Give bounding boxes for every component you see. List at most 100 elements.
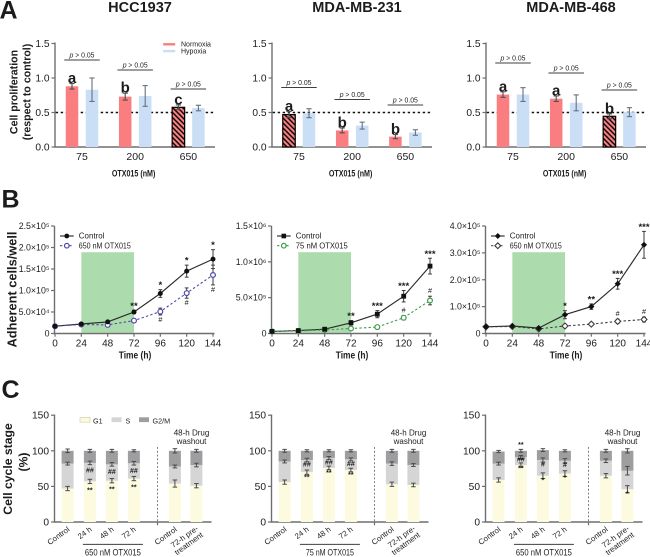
svg-text:c: c <box>174 91 182 108</box>
svg-text:100: 100 <box>463 446 480 457</box>
svg-text:48: 48 <box>533 339 545 350</box>
svg-text:144: 144 <box>422 339 439 350</box>
svg-text:1.5×10⁶: 1.5×10⁶ <box>236 221 267 231</box>
svg-text:1.0×10⁵: 1.0×10⁵ <box>450 302 481 312</box>
svg-text:0.5: 0.5 <box>466 108 480 119</box>
svg-text:***: *** <box>638 222 649 233</box>
svg-text:**: ** <box>518 442 524 449</box>
svg-text:#: # <box>642 307 646 316</box>
svg-text:4.0×10⁵: 4.0×10⁵ <box>450 221 481 231</box>
svg-text:p > 0.05: p > 0.05 <box>339 90 365 99</box>
svg-text:***: *** <box>372 301 383 312</box>
svg-text:a: a <box>552 82 561 99</box>
svg-text:120: 120 <box>178 339 195 350</box>
svg-text:75 nM OTX015: 75 nM OTX015 <box>296 240 348 250</box>
svg-text:72: 72 <box>345 339 357 350</box>
svg-text:##: ## <box>130 468 138 475</box>
svg-text:1.5×10⁵: 1.5×10⁵ <box>19 264 50 274</box>
svg-text:48-h Drug: 48-h Drug <box>174 428 210 437</box>
svg-text:Control: Control <box>510 231 536 241</box>
svg-text:MDA-MB-468: MDA-MB-468 <box>526 0 615 16</box>
svg-text:75 nM OTX015: 75 nM OTX015 <box>306 548 354 557</box>
svg-text:**: ** <box>131 485 137 492</box>
svg-text:G2/M: G2/M <box>153 416 171 425</box>
svg-text:75: 75 <box>507 151 519 163</box>
svg-text:1.0×10⁶: 1.0×10⁶ <box>236 257 267 267</box>
svg-text:48: 48 <box>102 339 114 350</box>
svg-text:48-h Drug: 48-h Drug <box>605 428 641 437</box>
svg-text:650: 650 <box>180 151 198 163</box>
svg-text:***: *** <box>398 281 409 292</box>
svg-text:p > 0.05: p > 0.05 <box>286 78 312 87</box>
svg-text:B: B <box>2 186 20 214</box>
svg-text:*: * <box>158 280 162 291</box>
svg-text:1.0: 1.0 <box>252 74 266 85</box>
svg-text:24: 24 <box>507 339 519 350</box>
svg-text:144: 144 <box>205 339 222 350</box>
svg-text:OTX015 (nM): OTX015 (nM) <box>543 168 587 178</box>
svg-text:a: a <box>499 78 508 95</box>
svg-text:(%): (%) <box>17 453 31 472</box>
svg-text:1.5: 1.5 <box>35 39 49 50</box>
svg-text:0: 0 <box>260 518 266 529</box>
svg-text:MDA-MB-231: MDA-MB-231 <box>312 0 401 16</box>
svg-text:96: 96 <box>155 339 167 350</box>
svg-text:#: # <box>158 315 162 324</box>
svg-text:C: C <box>2 376 20 404</box>
svg-text:##: ## <box>303 462 311 469</box>
svg-text:0: 0 <box>476 329 481 339</box>
svg-text:650 nM OTX015: 650 nM OTX015 <box>85 548 141 557</box>
svg-text:0: 0 <box>45 329 50 339</box>
svg-text:650 nM OTX015: 650 nM OTX015 <box>79 240 131 250</box>
svg-text:1.0×10⁵: 1.0×10⁵ <box>19 286 50 296</box>
svg-text:96: 96 <box>372 339 384 350</box>
svg-text:24: 24 <box>76 339 88 350</box>
svg-text:##: ## <box>86 467 94 474</box>
svg-text:##: ## <box>108 469 116 476</box>
svg-text:p > 0.05: p > 0.05 <box>175 80 201 89</box>
svg-text:*: * <box>211 240 215 251</box>
svg-text:p > 0.05: p > 0.05 <box>122 61 148 70</box>
svg-text:**: ** <box>109 487 115 494</box>
svg-text:650 nM OTX015: 650 nM OTX015 <box>510 240 562 250</box>
svg-text:50: 50 <box>469 482 481 493</box>
svg-text:##: ## <box>517 457 525 464</box>
svg-text:a: a <box>68 70 77 87</box>
svg-text:Adherent cells/well: Adherent cells/well <box>5 232 20 348</box>
svg-text:2.0×10⁵: 2.0×10⁵ <box>19 243 50 253</box>
svg-text:#: # <box>402 305 406 314</box>
svg-text:0: 0 <box>269 339 275 350</box>
svg-text:120: 120 <box>609 339 626 350</box>
svg-text:3.0×10⁵: 3.0×10⁵ <box>450 248 481 258</box>
svg-text:*: * <box>542 477 545 484</box>
svg-text:**: ** <box>348 472 354 479</box>
svg-text:a: a <box>285 98 294 115</box>
svg-text:washout: washout <box>393 437 425 446</box>
svg-text:100: 100 <box>249 446 266 457</box>
svg-text:144: 144 <box>636 339 650 350</box>
svg-text:Cell cycle stage: Cell cycle stage <box>1 423 15 515</box>
svg-text:Time (h): Time (h) <box>119 351 152 362</box>
svg-text:p > 0.05: p > 0.05 <box>500 54 526 63</box>
svg-text:200: 200 <box>557 151 575 163</box>
svg-text:**: ** <box>130 301 138 312</box>
svg-text:Cell proliferation: Cell proliferation <box>8 50 20 134</box>
svg-text:150: 150 <box>249 411 266 422</box>
svg-text:650: 650 <box>397 151 415 163</box>
svg-text:OTX015 (nM): OTX015 (nM) <box>112 168 156 178</box>
svg-text:650: 650 <box>611 151 629 163</box>
svg-text:**: ** <box>87 487 93 494</box>
svg-text:p > 0.05: p > 0.05 <box>392 96 418 105</box>
svg-text:120: 120 <box>395 339 412 350</box>
svg-text:p > 0.05: p > 0.05 <box>69 51 95 60</box>
svg-text:b: b <box>338 115 347 132</box>
svg-text:**: ** <box>304 474 310 481</box>
svg-text:72: 72 <box>128 339 140 350</box>
svg-text:Time (h): Time (h) <box>336 351 369 362</box>
svg-text:5.0×10⁵: 5.0×10⁵ <box>236 293 267 303</box>
svg-text:washout: washout <box>176 437 208 446</box>
svg-text:(respect to control): (respect to control) <box>21 44 33 141</box>
svg-text:***: *** <box>424 249 435 260</box>
svg-text:**: ** <box>347 311 355 322</box>
svg-text:650 nM OTX015: 650 nM OTX015 <box>516 548 572 557</box>
